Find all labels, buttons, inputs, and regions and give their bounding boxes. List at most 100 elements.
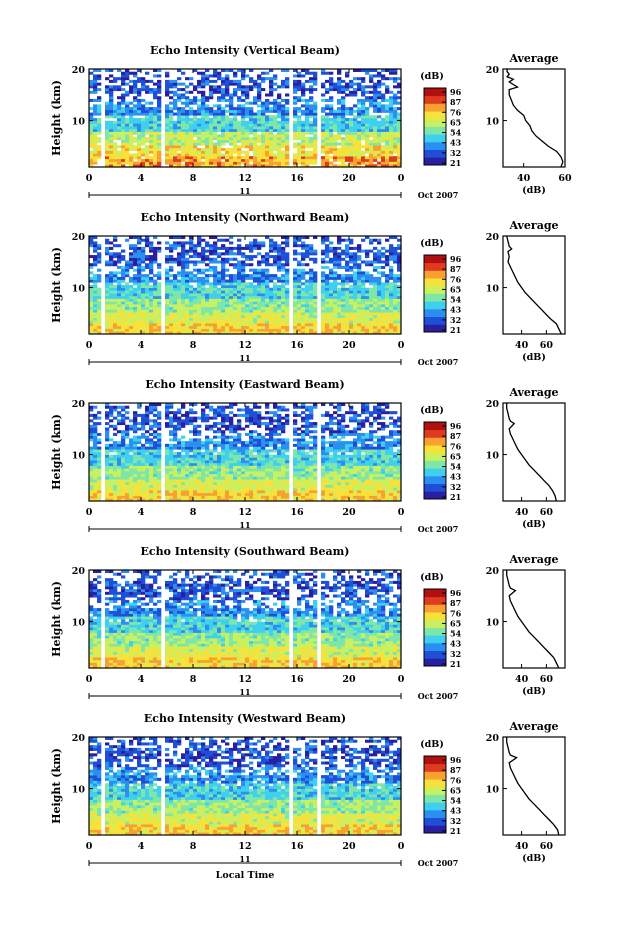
colorbar-frame [423, 588, 447, 667]
colorbar-unit: (dB) [420, 405, 444, 416]
colorbar-tick-label: 21 [450, 325, 461, 335]
average-xlabel: (dB) [522, 352, 546, 363]
average-xlabel: (dB) [522, 519, 546, 530]
colorbar-frame [423, 755, 447, 834]
colorbar-tick-label: 87 [450, 431, 461, 441]
x-tick-label: 8 [190, 507, 197, 518]
beam-panel-3: Echo Intensity (Southward Beam) 0 4 8 12 16 20… [50, 545, 566, 701]
colorbar-swatch [424, 786, 446, 795]
x-tick-label: 20 [342, 507, 356, 518]
x-tick-label: 4 [138, 340, 145, 351]
colorbar-tick-label: 54 [450, 128, 462, 138]
colorbar-swatch [424, 475, 446, 484]
x-tick-label: 8 [190, 674, 197, 685]
x-tick-label: 4 [138, 674, 145, 685]
avg-x-tick-label: 60 [540, 340, 554, 351]
average-xlabel: (dB) [522, 185, 546, 196]
average-frame [502, 569, 566, 669]
colorbar-swatch [424, 278, 446, 287]
heatmap-cells [89, 69, 402, 168]
x-tick-label: 4 [138, 841, 145, 852]
x-tick-label: 0 [398, 507, 405, 518]
avg-y-tick-label: 10 [486, 451, 500, 462]
colorbar-swatch [424, 111, 446, 120]
x-tick-label: 12 [238, 674, 251, 685]
colorbar-swatch [424, 627, 446, 636]
y-tick-label: 20 [72, 65, 86, 76]
colorbar-frame [423, 254, 447, 333]
colorbar-tick-label: 76 [450, 274, 462, 284]
avg-y-tick-label: 20 [486, 65, 500, 76]
avg-x-tick-label: 40 [515, 674, 529, 685]
x-tick-label: 0 [86, 340, 93, 351]
colorbar-swatch [424, 802, 446, 811]
avg-x-tick-label: 40 [515, 841, 529, 852]
colorbar-tick-label: 32 [450, 148, 461, 158]
x-tick-label: 0 [398, 841, 405, 852]
y-tick-label: 10 [72, 785, 86, 796]
date-month-year: Oct 2007 [418, 858, 459, 868]
colorbar-swatch [424, 134, 446, 143]
average-profile-line [506, 570, 560, 669]
colorbar-unit: (dB) [420, 739, 444, 750]
x-tick-label: 16 [290, 340, 304, 351]
colorbar-swatch [424, 460, 446, 469]
colorbar-swatch [424, 262, 446, 271]
colorbar-swatch [424, 103, 446, 112]
x-tick-label: 12 [238, 340, 251, 351]
colorbar-swatch [424, 452, 446, 461]
avg-y-tick-label: 10 [486, 785, 500, 796]
colorbar-swatch [424, 429, 446, 438]
avg-x-tick-label: 40 [517, 173, 531, 184]
average-xlabel: (dB) [522, 686, 546, 697]
date-day-label: 11 [239, 186, 250, 196]
panel-title: Echo Intensity (Eastward Beam) [145, 378, 344, 391]
x-tick-label: 8 [190, 340, 197, 351]
average-profile-line [506, 737, 560, 836]
colorbar-swatch [424, 809, 446, 818]
colorbar-unit: (dB) [420, 71, 444, 82]
colorbar-swatch [424, 491, 446, 500]
colorbar-tick-label: 54 [450, 629, 462, 639]
heatmap-cells [89, 570, 402, 669]
heatmap-cells [89, 403, 402, 502]
x-tick-label: 12 [238, 173, 251, 184]
colorbar-tick-label: 96 [450, 755, 462, 765]
average-title: Average [508, 720, 558, 733]
colorbar-tick-label: 21 [450, 659, 461, 669]
y-axis-label: Height (km) [50, 581, 63, 657]
x-tick-label: 20 [342, 674, 356, 685]
x-tick-label: 4 [138, 507, 145, 518]
colorbar-swatch [424, 650, 446, 659]
average-title: Average [508, 52, 558, 65]
colorbar-swatch [424, 756, 446, 765]
colorbar-swatch [424, 817, 446, 826]
x-tick-label: 12 [238, 841, 251, 852]
colorbar-swatch [424, 126, 446, 135]
colorbar-tick-label: 76 [450, 107, 462, 117]
average-profile-line [506, 403, 557, 502]
x-tick-label: 20 [342, 841, 356, 852]
colorbar-tick-label: 96 [450, 421, 462, 431]
date-month-year: Oct 2007 [418, 524, 459, 534]
colorbar-swatch [424, 604, 446, 613]
colorbar-tick-label: 65 [450, 284, 461, 294]
x-tick-label: 0 [398, 340, 405, 351]
colorbar-tick-label: 32 [450, 816, 461, 826]
colorbar-swatch [424, 118, 446, 127]
date-month-year: Oct 2007 [418, 357, 459, 367]
colorbar-tick-label: 87 [450, 765, 461, 775]
colorbar-tick-label: 96 [450, 254, 462, 264]
colorbar-swatch [424, 589, 446, 598]
average-profile: Average 40 60 20 10 (dB) [486, 386, 566, 530]
y-tick-label: 20 [72, 566, 86, 577]
colorbar-swatch [424, 779, 446, 788]
y-axis-label: Height (km) [50, 748, 63, 824]
average-xlabel: (dB) [522, 853, 546, 864]
avg-y-tick-label: 20 [486, 232, 500, 243]
avg-x-tick-label: 40 [515, 507, 529, 518]
